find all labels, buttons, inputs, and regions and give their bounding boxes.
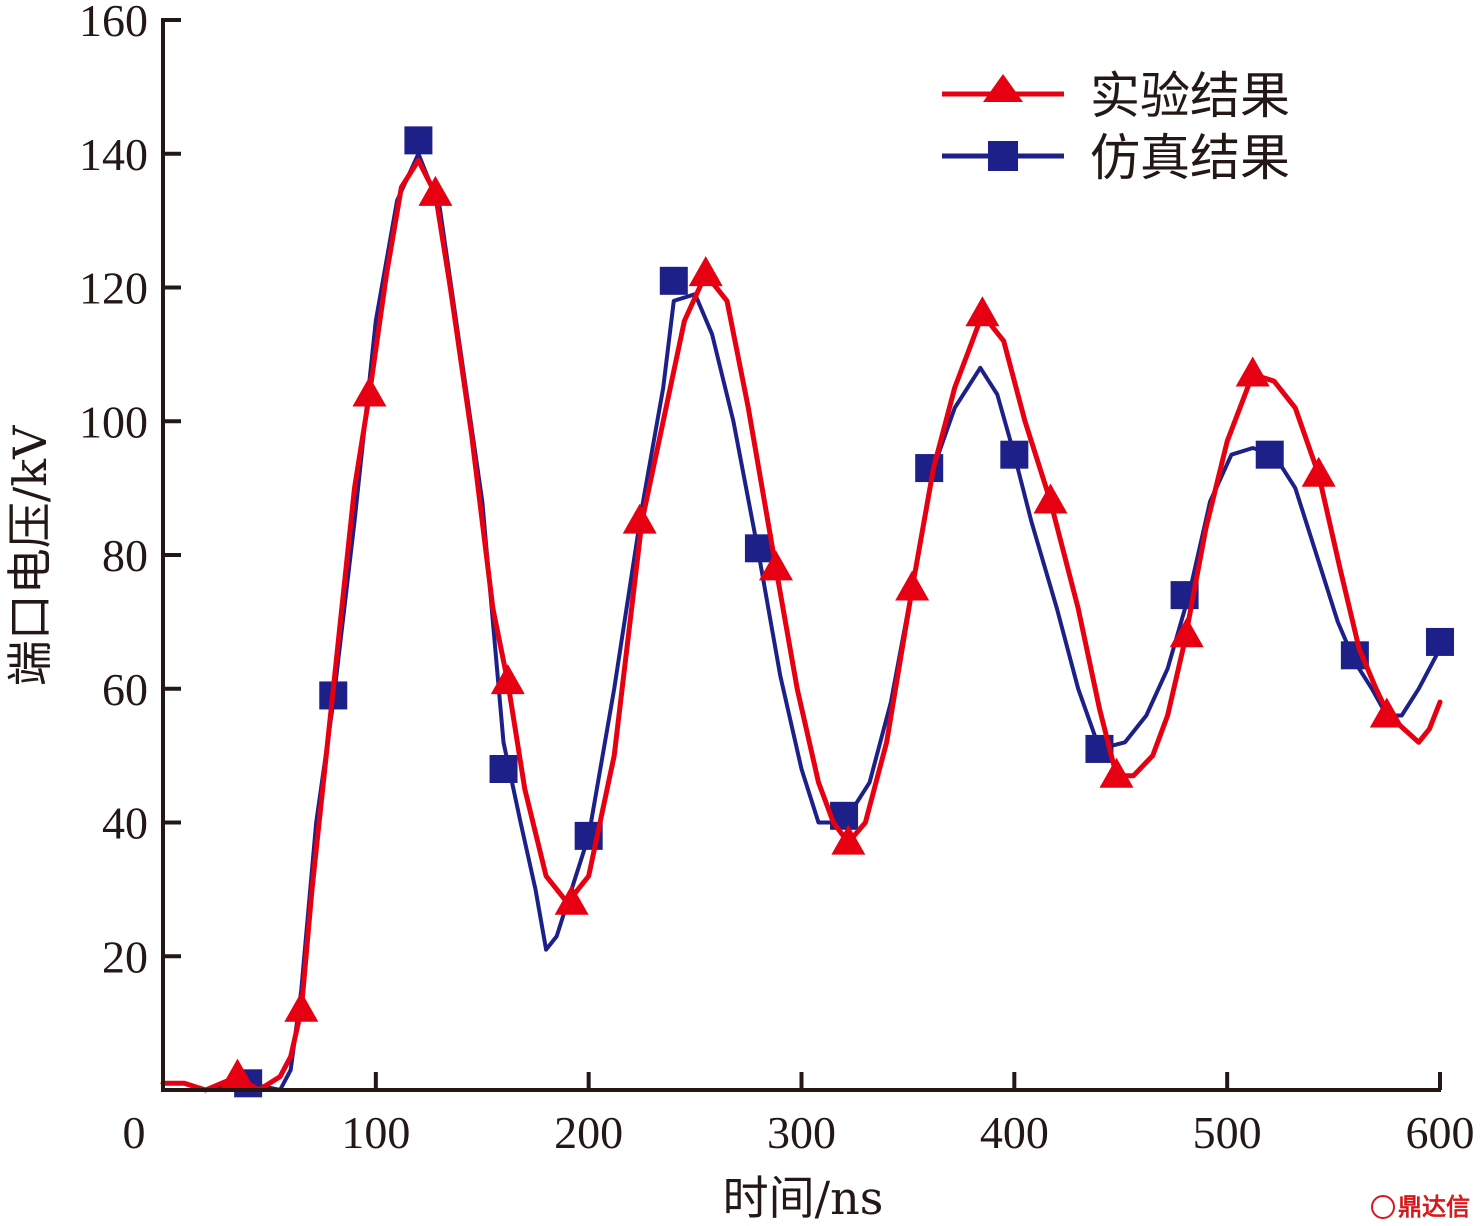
y-tick-label: 120 <box>79 263 148 314</box>
legend-square-icon <box>988 141 1018 171</box>
y-tick-label: 160 <box>79 0 148 46</box>
series-line-simulation <box>161 151 1442 1092</box>
x-tick-label: 400 <box>980 1107 1049 1158</box>
watermark: 鼎达信 <box>1371 1187 1470 1222</box>
experiment-marker <box>1235 356 1270 387</box>
simulation-marker <box>744 534 773 563</box>
y-tick-label: 140 <box>79 129 148 180</box>
y-tick-label: 40 <box>102 798 148 849</box>
series-line-experiment <box>160 157 1443 1093</box>
y-tick-label: 100 <box>79 396 148 447</box>
watermark-seal-icon <box>1371 1195 1395 1219</box>
experiment-marker <box>688 256 723 287</box>
experiment-marker <box>1369 697 1404 728</box>
simulation-marker <box>1426 627 1454 656</box>
series-layer <box>160 126 1454 1098</box>
x-tick-label: 500 <box>1193 1107 1262 1158</box>
watermark-text: 鼎达信 <box>1398 1193 1470 1221</box>
simulation-marker <box>1255 440 1284 469</box>
x-tick-label: 600 <box>1406 1107 1475 1158</box>
experiment-marker <box>352 376 387 407</box>
experiment-marker <box>1169 617 1204 648</box>
series-simulation <box>161 126 1454 1098</box>
simulation-marker <box>489 755 518 783</box>
experiment-marker <box>554 884 589 915</box>
experiment-marker <box>965 296 1000 327</box>
y-tick-label: 80 <box>102 530 148 581</box>
x-origin-label: 0 <box>123 1107 146 1158</box>
ticks: 100 200 300 400 500 600 20 40 60 80 100 120 140 160 <box>79 0 1475 1158</box>
legend: 实验结果 仿真结果 <box>942 67 1290 187</box>
experiment-marker <box>895 570 930 601</box>
simulation-marker <box>1000 440 1029 469</box>
x-axis-title: 时间/ns <box>723 1171 884 1225</box>
legend-label-experiment: 实验结果 <box>1090 67 1290 125</box>
y-tick-label: 60 <box>102 664 148 715</box>
series-experiment <box>160 157 1443 1093</box>
experiment-marker <box>622 503 657 534</box>
legend-label-simulation: 仿真结果 <box>1090 129 1290 187</box>
experiment-marker <box>758 550 793 581</box>
experiment-marker <box>1033 483 1068 514</box>
experiment-marker <box>220 1058 255 1089</box>
experiment-marker <box>418 175 453 206</box>
legend-item-experiment: 实验结果 <box>942 67 1290 125</box>
experiment-marker <box>284 991 319 1022</box>
legend-item-simulation: 仿真结果 <box>942 129 1290 187</box>
simulation-marker <box>659 266 688 295</box>
y-axis-title: 端口电压/kV <box>3 425 57 686</box>
simulation-marker <box>404 126 433 155</box>
experiment-marker <box>1099 757 1134 788</box>
experiment-marker <box>831 824 866 855</box>
legend-triangle-icon <box>983 74 1023 102</box>
x-tick-label: 300 <box>767 1107 836 1158</box>
x-tick-label: 100 <box>341 1107 410 1158</box>
x-tick-label: 200 <box>554 1107 623 1158</box>
simulation-marker <box>915 454 944 483</box>
experiment-marker <box>1301 456 1336 487</box>
y-tick-label: 20 <box>102 931 148 982</box>
experiment-marker <box>490 664 525 695</box>
